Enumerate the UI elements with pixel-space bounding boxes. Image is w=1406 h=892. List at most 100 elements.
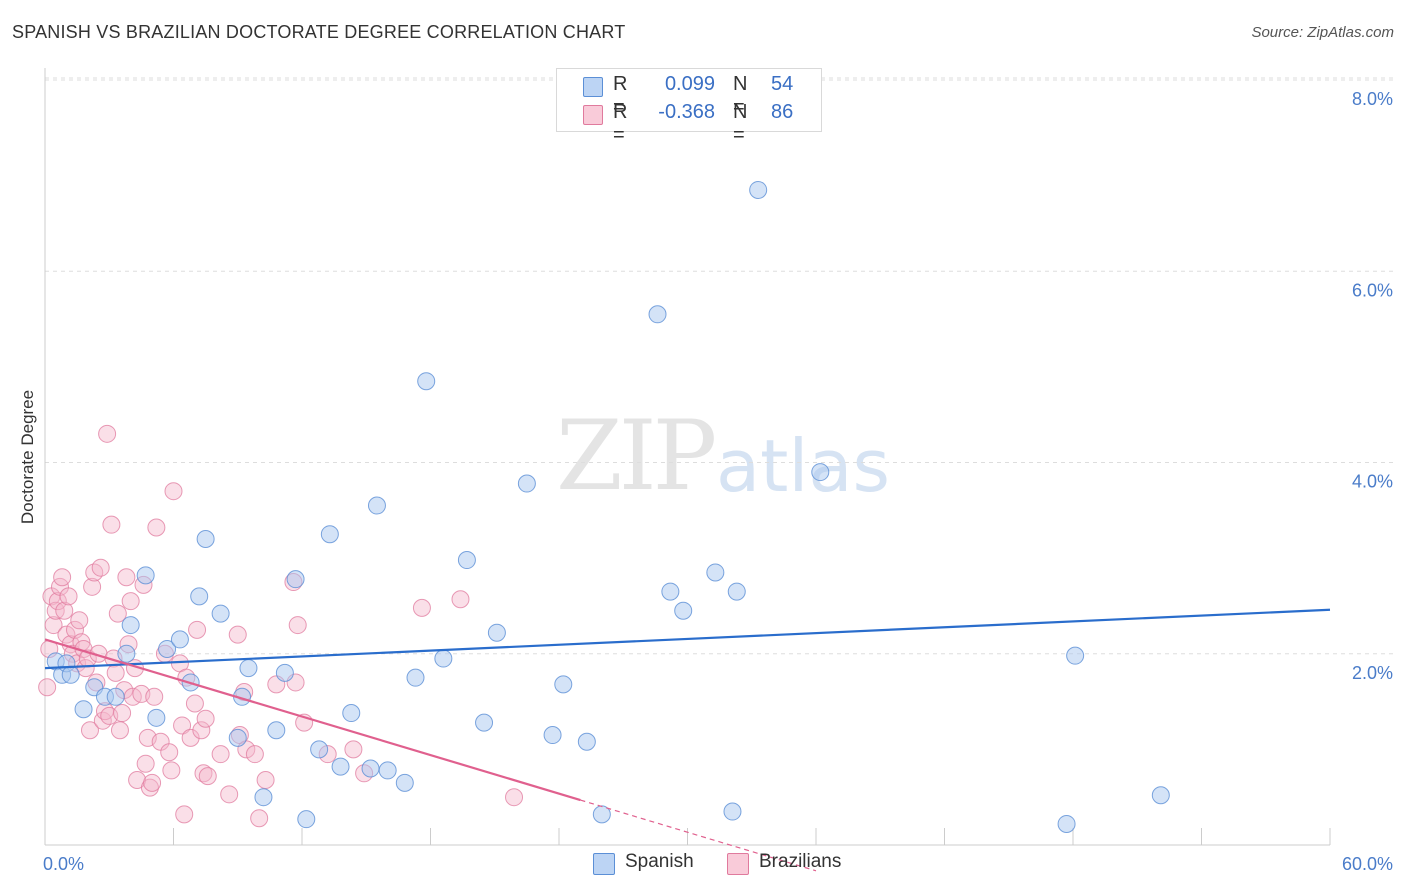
y-tick-label: 4.0% [1352, 472, 1393, 492]
spanish-point [723, 802, 742, 821]
brazilians-point [175, 805, 194, 824]
brazilians-point [91, 558, 110, 577]
brazilians-point [185, 694, 204, 713]
legend-swatch-brazilians [583, 105, 603, 125]
spanish-point [475, 713, 494, 732]
brazilians-point [53, 568, 72, 587]
brazilians-point [117, 568, 136, 587]
brazilians-point [211, 745, 230, 764]
brazilians-point [451, 590, 470, 609]
brazilians-point [83, 577, 102, 596]
bottom-legend-label-brazilians: Brazilians [759, 851, 842, 872]
spanish-point [661, 582, 680, 601]
brazilians-point [121, 592, 140, 611]
spanish-point [286, 570, 305, 589]
brazilians-point [228, 625, 247, 644]
spanish-point [310, 740, 329, 759]
brazilians-point [505, 788, 524, 807]
legend-r-label: R = [613, 73, 628, 118]
brazilians-point [38, 678, 57, 697]
spanish-point [228, 728, 247, 747]
tick-labels: 2.0% 4.0% 6.0% 8.0% 0.0% 60.0% [43, 89, 1393, 874]
brazilians-point [108, 604, 127, 623]
spanish-point [674, 601, 693, 620]
spanish-point [147, 708, 166, 727]
brazilians-point [256, 770, 275, 789]
watermark-atlas: atlas [716, 424, 890, 508]
spanish-point [1057, 814, 1076, 833]
spanish-point [121, 616, 140, 635]
spanish-point [158, 639, 177, 658]
brazilians-point [55, 601, 74, 620]
legend-r-value: -0.368 [658, 101, 715, 123]
spanish-point [811, 463, 830, 482]
brazilians-point [70, 611, 89, 630]
spanish-point [211, 604, 230, 623]
spanish-point [543, 726, 562, 745]
brazilians-point [196, 709, 215, 728]
spanish-point [61, 665, 80, 684]
spanish-point [378, 761, 397, 780]
spanish-point [417, 372, 436, 391]
spanish-point [1151, 786, 1170, 805]
spanish-point [395, 773, 414, 792]
spanish-point [275, 663, 294, 682]
spanish-point [239, 659, 258, 678]
trend-lines [44, 608, 1331, 872]
spanish-point [117, 644, 136, 663]
spanish-point [727, 582, 746, 601]
brazilians-point [288, 616, 307, 635]
bottom-legend-swatch-spanish [593, 853, 615, 875]
legend: R = 0.099 N = 54 R = -0.368 N = 86 [556, 68, 822, 146]
spanish-point [170, 630, 189, 649]
legend-n-label: N = [733, 101, 748, 146]
brazilians-point [198, 767, 217, 786]
spanish-point [577, 732, 596, 751]
brazilians-point [173, 716, 192, 735]
brazilians-point [44, 616, 63, 635]
brazilians-point [162, 761, 181, 780]
brazilians-point [106, 663, 125, 682]
spanish-trend-line [44, 608, 1331, 670]
spanish-point [457, 551, 476, 570]
brazilians-point [113, 704, 132, 723]
brazilians-point [59, 587, 78, 606]
spanish-point [297, 810, 316, 829]
brazilians-point [136, 754, 155, 773]
spanish-point [361, 759, 380, 778]
brazilians-point [110, 721, 129, 740]
legend-n-label: N = [733, 73, 748, 118]
brazilians-point [140, 778, 159, 797]
brazilians-point [245, 745, 264, 764]
spanish-point [320, 525, 339, 544]
y-tick-label: 6.0% [1352, 280, 1393, 300]
brazilians-point [412, 598, 431, 617]
chart-title: SPANISH VS BRAZILIAN DOCTORATE DEGREE CO… [12, 22, 626, 42]
x-tick-label: 60.0% [1342, 854, 1393, 874]
brazilians-point [164, 482, 183, 501]
spanish-point [749, 180, 768, 199]
y-tick-label: 2.0% [1352, 663, 1393, 683]
watermark-zip: ZIP [556, 400, 717, 512]
legend-swatch-spanish [583, 77, 603, 97]
brazilians-point [57, 625, 76, 644]
spanish-point [106, 687, 125, 706]
y-axis-label: Doctorate Degree [18, 390, 37, 524]
brazilians-point [192, 721, 211, 740]
brazilians-point [145, 687, 164, 706]
brazilians-point [344, 740, 363, 759]
brazilians-point [160, 743, 179, 762]
spanish-point [648, 305, 667, 324]
bottom-legend-swatch-brazilians [727, 853, 749, 875]
data-points [38, 180, 1170, 833]
x-tick-label: 0.0% [43, 854, 84, 874]
brazilians-point [220, 785, 239, 804]
spanish-point [331, 757, 350, 776]
spanish-point [487, 623, 506, 642]
spanish-point [74, 700, 93, 719]
spanish-point [554, 675, 573, 694]
brazilians-point [80, 721, 99, 740]
spanish-point [517, 474, 536, 493]
legend-n-value: 54 [771, 73, 794, 95]
chart-source: Source: ZipAtlas.com [1251, 24, 1394, 41]
